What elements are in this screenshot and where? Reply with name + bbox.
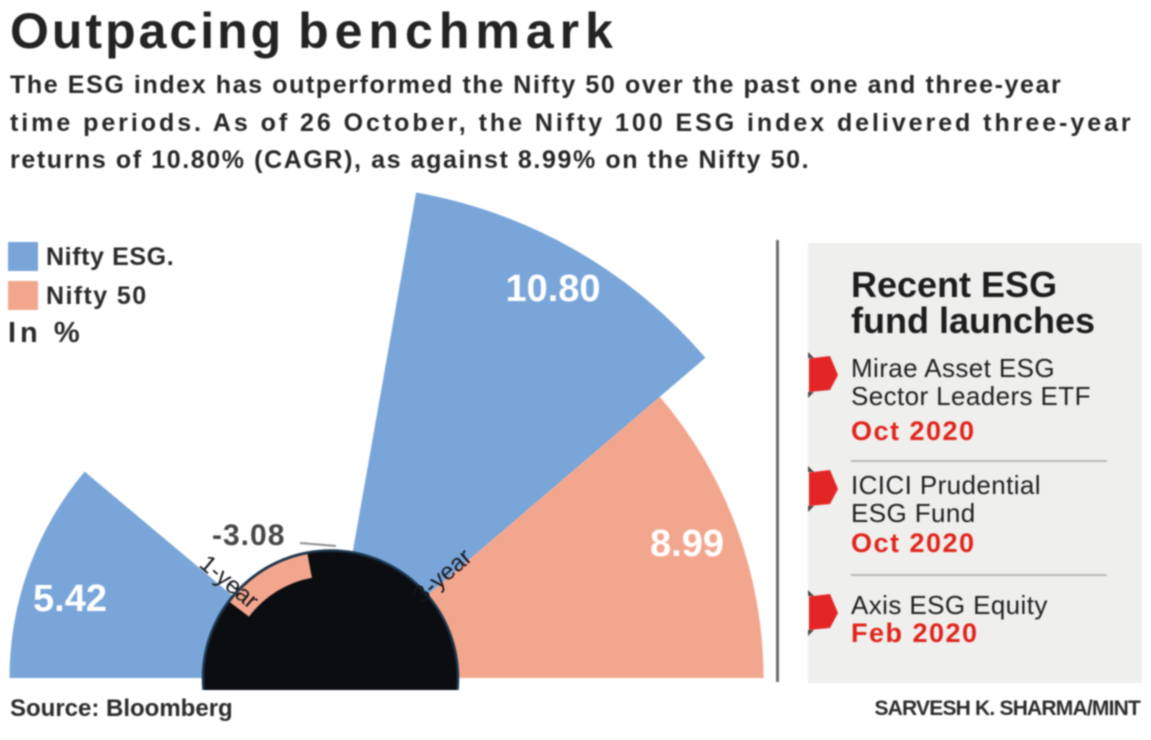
svg-text:-3.08: -3.08 xyxy=(212,519,285,552)
svg-text:8.99: 8.99 xyxy=(650,523,724,565)
svg-text:10.80: 10.80 xyxy=(505,268,600,310)
svg-text:5.42: 5.42 xyxy=(33,578,107,620)
